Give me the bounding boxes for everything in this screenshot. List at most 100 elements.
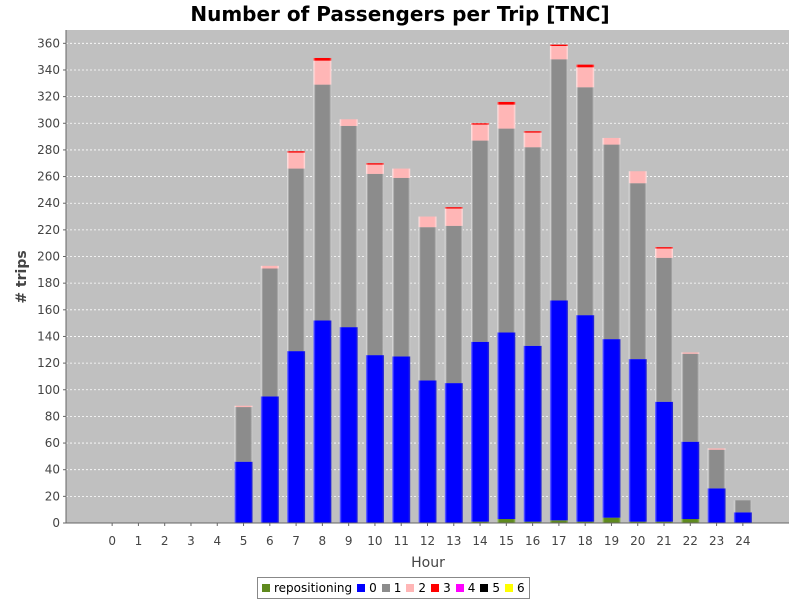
y-tick-label: 180 bbox=[37, 276, 60, 290]
bar-segment-passengers-0 bbox=[313, 320, 332, 523]
bar-segment-passengers-1 bbox=[287, 168, 306, 352]
bar-segment-passengers-2 bbox=[287, 152, 306, 169]
bar-segment-passengers-2 bbox=[313, 60, 332, 85]
bar-segment-repositioning bbox=[497, 519, 516, 523]
bar-segment-passengers-1 bbox=[471, 140, 490, 342]
bar-segment-repositioning bbox=[523, 521, 542, 523]
y-tick-label: 0 bbox=[52, 516, 60, 530]
y-tick-label: 20 bbox=[45, 489, 60, 503]
bar-segment-passengers-0 bbox=[523, 345, 542, 522]
legend-swatch bbox=[504, 584, 513, 592]
x-tick-label: 7 bbox=[292, 534, 300, 548]
y-tick-label: 160 bbox=[37, 303, 60, 317]
legend-swatch bbox=[455, 584, 464, 592]
legend-label: 2 bbox=[418, 581, 427, 595]
x-tick-label: 24 bbox=[735, 534, 750, 548]
legend-item: repositioning bbox=[262, 581, 352, 595]
bar-segment-passengers-3 bbox=[549, 44, 568, 46]
bar-segment-repositioning bbox=[549, 520, 568, 523]
x-tick-label: 13 bbox=[446, 534, 461, 548]
bar-segment-passengers-2 bbox=[418, 216, 437, 228]
y-tick-label: 120 bbox=[37, 356, 60, 370]
y-tick-label: 240 bbox=[37, 196, 60, 210]
bars bbox=[234, 44, 752, 523]
x-tick-label: 1 bbox=[135, 534, 143, 548]
legend-label: 0 bbox=[369, 581, 377, 595]
bar-segment-passengers-2 bbox=[602, 137, 621, 145]
bar-segment-passengers-0 bbox=[602, 339, 621, 518]
bar-segment-passengers-1 bbox=[681, 353, 700, 442]
legend-label: repositioning bbox=[274, 581, 353, 595]
bar-segment-passengers-3 bbox=[497, 101, 516, 105]
x-tick-label: 5 bbox=[240, 534, 248, 548]
bar-segment-passengers-0 bbox=[681, 441, 700, 520]
bar-segment-passengers-1 bbox=[234, 407, 253, 462]
x-tick-label: 12 bbox=[420, 534, 435, 548]
bar-segment-passengers-0 bbox=[444, 383, 463, 523]
bar-segment-passengers-2 bbox=[576, 67, 595, 88]
bar-segment-repositioning bbox=[471, 521, 490, 523]
legend-label: 6 bbox=[516, 581, 525, 595]
y-tick-label: 220 bbox=[37, 223, 60, 237]
bar-segment-repositioning bbox=[681, 519, 700, 523]
bar-segment-passengers-3 bbox=[576, 64, 595, 68]
bar-segment-passengers-0 bbox=[418, 380, 437, 523]
bar-segment-passengers-0 bbox=[365, 355, 384, 523]
x-tick-label: 16 bbox=[525, 534, 540, 548]
bar-segment-passengers-1 bbox=[733, 500, 752, 513]
bar-segment-passengers-1 bbox=[392, 177, 411, 357]
bar-segment-passengers-2 bbox=[523, 132, 542, 148]
bar-segment-passengers-0 bbox=[497, 332, 516, 520]
x-tick-label: 10 bbox=[367, 534, 382, 548]
y-tick-label: 340 bbox=[37, 63, 60, 77]
bar-segment-passengers-2 bbox=[549, 45, 568, 60]
legend-swatch bbox=[480, 584, 489, 592]
y-tick-label: 300 bbox=[37, 116, 60, 130]
bar-segment-passengers-0 bbox=[287, 351, 306, 523]
bar-segment-passengers-1 bbox=[339, 125, 358, 328]
bar-segment-passengers-0 bbox=[655, 401, 674, 522]
x-tick-label: 22 bbox=[683, 534, 698, 548]
bar-segment-passengers-0 bbox=[733, 512, 752, 523]
y-tick-label: 360 bbox=[37, 36, 60, 50]
bar-segment-passengers-3 bbox=[313, 57, 332, 61]
y-tick-label: 40 bbox=[45, 463, 60, 477]
bar-segment-passengers-3 bbox=[471, 123, 490, 125]
x-tick-label: 14 bbox=[472, 534, 487, 548]
y-tick-label: 320 bbox=[37, 90, 60, 104]
bar-segment-passengers-3 bbox=[523, 131, 542, 133]
chart-area: 0204060801001201401601802002202402602803… bbox=[14, 30, 789, 571]
bar-segment-passengers-2 bbox=[234, 405, 253, 408]
x-tick-label: 15 bbox=[499, 534, 514, 548]
legend-item: 3 bbox=[431, 581, 451, 595]
bar-segment-passengers-1 bbox=[707, 449, 726, 489]
bar-segment-passengers-1 bbox=[523, 147, 542, 346]
bar-segment-passengers-3 bbox=[365, 163, 384, 165]
legend-item: 4 bbox=[455, 581, 475, 595]
bar-segment-passengers-2 bbox=[444, 208, 463, 226]
bar-segment-repositioning bbox=[576, 521, 595, 523]
bar-segment-passengers-2 bbox=[392, 168, 411, 178]
x-tick-label: 6 bbox=[266, 534, 274, 548]
legend-swatch bbox=[262, 584, 270, 592]
bar-segment-passengers-0 bbox=[392, 356, 411, 523]
bar-segment-passengers-1 bbox=[602, 144, 621, 340]
axes: 0204060801001201401601802002202402602803… bbox=[37, 30, 789, 548]
legend-swatch bbox=[431, 584, 440, 592]
x-tick-label: 3 bbox=[187, 534, 195, 548]
x-axis-title: Hour bbox=[411, 555, 445, 571]
bar-segment-passengers-1 bbox=[655, 257, 674, 402]
bar-segment-repositioning bbox=[602, 517, 621, 523]
bar-segment-passengers-2 bbox=[471, 124, 490, 141]
x-tick-label: 20 bbox=[630, 534, 645, 548]
bar-segment-passengers-0 bbox=[234, 461, 253, 523]
x-tick-label: 23 bbox=[709, 534, 724, 548]
x-tick-label: 0 bbox=[108, 534, 116, 548]
bar-segment-passengers-2 bbox=[497, 104, 516, 129]
legend-swatch bbox=[406, 584, 415, 592]
y-tick-label: 60 bbox=[45, 436, 60, 450]
bar-segment-passengers-0 bbox=[707, 488, 726, 523]
x-tick-label: 19 bbox=[604, 534, 619, 548]
bar-segment-repositioning bbox=[628, 521, 647, 523]
y-axis-title: # trips bbox=[14, 250, 30, 303]
